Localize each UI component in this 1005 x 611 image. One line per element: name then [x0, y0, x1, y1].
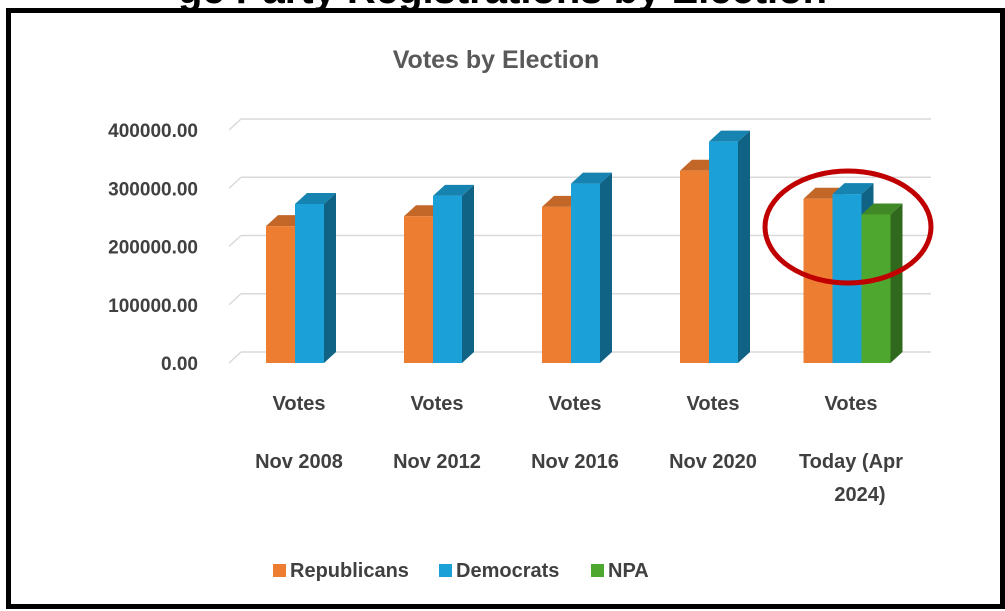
x-axis-categories: Votes Nov 2008 Votes Nov 2012 Votes Nov 2016 V…	[255, 393, 903, 506]
category-label: Votes	[687, 393, 740, 415]
bar-democrats-2	[571, 172, 612, 363]
bar-front	[295, 203, 324, 363]
y-tick-label: 0.00	[161, 354, 198, 375]
bar-side	[324, 192, 336, 363]
bar-front	[404, 216, 433, 363]
bar-top	[861, 203, 903, 215]
chart-svg: 0.00 100000.00 200000.00 300000.00 400000.00…	[108, 46, 934, 582]
bar-democrats-1	[433, 184, 474, 363]
chart-title: Votes by Election	[393, 46, 600, 74]
chart-frame: 0.00 100000.00 200000.00 300000.00 400000.00…	[6, 8, 1005, 609]
legend-item-republicans: Republicans	[273, 560, 409, 582]
top-strip: ge Party Registrations by Election	[0, 0, 1005, 10]
bar-front	[542, 206, 571, 363]
bar-top	[832, 183, 874, 195]
bar-side	[600, 172, 612, 363]
gridline-diagonal	[228, 176, 242, 189]
bar-top	[709, 130, 750, 142]
gridline-diagonal	[228, 118, 242, 131]
gridline-diagonal	[228, 293, 242, 306]
category-label: Nov 2020	[669, 451, 757, 473]
legend-label: Republicans	[290, 560, 409, 582]
bar-front	[571, 183, 600, 363]
category-label: Votes	[549, 393, 602, 415]
legend-label: Democrats	[456, 560, 559, 582]
y-tick-label: 100000.00	[108, 296, 198, 317]
bar-npa-4	[861, 203, 903, 363]
legend-item-npa: NPA	[591, 560, 649, 582]
category-label: Votes	[273, 393, 326, 415]
legend-item-democrats: Democrats	[439, 560, 559, 582]
bar-democrats-0	[295, 192, 336, 363]
category-label: Today (Apr	[799, 451, 903, 473]
category-label: Nov 2016	[531, 451, 619, 473]
bar-front	[266, 226, 295, 363]
category-label: Nov 2012	[393, 451, 481, 473]
legend-swatch	[439, 564, 452, 577]
bar-front	[832, 194, 862, 363]
gridline-diagonal	[228, 234, 242, 248]
legend: Republicans Democrats NPA	[273, 560, 649, 582]
category-label: 2024)	[834, 484, 885, 506]
highlight-ellipse	[762, 168, 934, 286]
category-label: Votes	[411, 393, 464, 415]
gridline-diagonal	[228, 351, 242, 364]
cropped-heading: ge Party Registrations by Election	[0, 0, 1005, 10]
y-tick-label: 400000.00	[108, 121, 198, 142]
legend-label: NPA	[608, 560, 649, 582]
legend-swatch	[273, 564, 286, 577]
y-axis-ticks: 0.00 100000.00 200000.00 300000.00 400000.00	[108, 121, 198, 375]
bars-group	[266, 130, 903, 363]
bar-top	[295, 192, 336, 204]
bar-front	[861, 214, 891, 363]
bar-top	[433, 184, 474, 196]
bar-front	[433, 195, 462, 363]
bar-side	[738, 130, 750, 363]
legend-swatch	[591, 564, 604, 577]
bar-democrats-3	[709, 130, 750, 363]
bar-side	[890, 203, 903, 363]
y-tick-label: 300000.00	[108, 179, 198, 200]
bar-side	[462, 184, 474, 363]
category-label: Votes	[825, 393, 878, 415]
y-tick-label: 200000.00	[108, 238, 198, 259]
category-label: Nov 2008	[255, 451, 343, 473]
bar-front	[709, 141, 738, 363]
bar-front	[680, 170, 709, 363]
bar-top	[571, 172, 612, 184]
